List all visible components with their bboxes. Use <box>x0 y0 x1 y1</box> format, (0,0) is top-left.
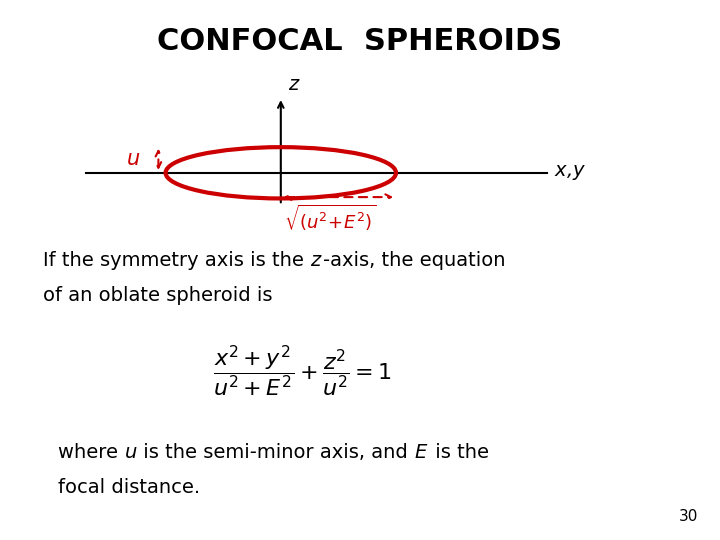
Text: $\dfrac{x^2 + y^2}{u^2 + E^2} + \dfrac{z^2}{u^2} = 1$: $\dfrac{x^2 + y^2}{u^2 + E^2} + \dfrac{z… <box>213 343 392 399</box>
Text: is the: is the <box>428 443 489 462</box>
Text: $u$: $u$ <box>124 443 138 462</box>
Text: of an oblate spheroid is: of an oblate spheroid is <box>43 286 273 305</box>
Text: $u$: $u$ <box>126 149 140 170</box>
Text: is the semi-minor axis, and: is the semi-minor axis, and <box>138 443 414 462</box>
Text: 30: 30 <box>679 509 698 524</box>
Text: CONFOCAL  SPHEROIDS: CONFOCAL SPHEROIDS <box>158 27 562 56</box>
Text: $E$: $E$ <box>414 443 428 462</box>
Text: $z$: $z$ <box>288 76 301 94</box>
Text: $z$: $z$ <box>310 251 323 270</box>
Text: $x$,$y$: $x$,$y$ <box>554 163 586 183</box>
Text: If the symmetry axis is the: If the symmetry axis is the <box>43 251 310 270</box>
Text: focal distance.: focal distance. <box>58 478 199 497</box>
Text: where: where <box>58 443 124 462</box>
Text: -axis, the equation: -axis, the equation <box>323 251 505 270</box>
Text: $\sqrt{(u^2\!+\!E^2)}$: $\sqrt{(u^2\!+\!E^2)}$ <box>284 202 377 233</box>
